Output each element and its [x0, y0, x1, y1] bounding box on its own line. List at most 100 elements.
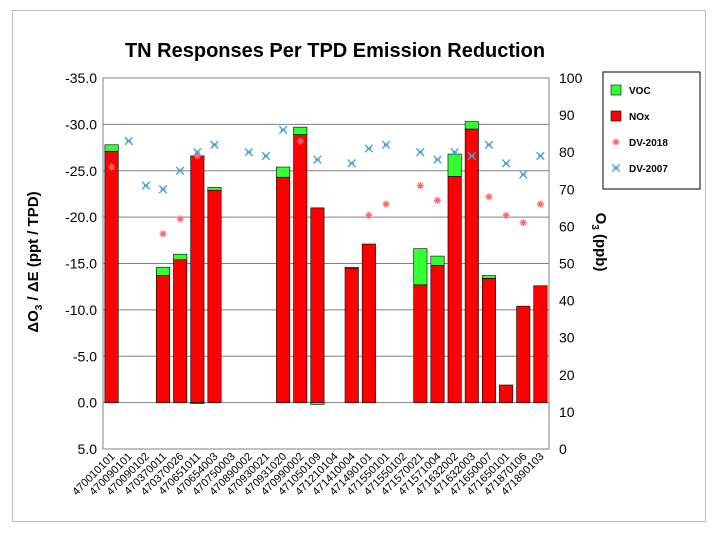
dv2018-marker [519, 219, 527, 227]
dv2007-marker [484, 140, 494, 150]
nox-bar [190, 155, 205, 403]
legend-label: VOC [629, 86, 651, 97]
left-tick-label: -10.0 [65, 302, 97, 318]
voc-bar [310, 402, 325, 405]
voc-bar [464, 121, 479, 130]
delta-symbol: Δ [25, 281, 42, 292]
dv2007-marker [158, 185, 168, 194]
left-tick-label: -35.0 [65, 70, 97, 86]
right-tick-label: 40 [559, 293, 575, 309]
legend-item-dv2007: DV-2007 [611, 163, 668, 175]
left-tick-label: -30.0 [65, 116, 97, 132]
dv2007-marker [141, 181, 151, 190]
nox-bar [481, 278, 496, 403]
voc-bar [447, 153, 462, 177]
voc-bar [207, 187, 222, 191]
legend-item-nox: NOx [610, 110, 650, 123]
dv2007-marker [347, 159, 357, 168]
dv2007-marker [244, 147, 254, 157]
nox-bar [344, 267, 359, 403]
voc-bar [104, 144, 119, 152]
dv2018-marker [434, 196, 441, 204]
nox-bar [310, 207, 325, 403]
y-axis-right-title: O3 (ppb) [589, 213, 609, 272]
right-tick-label: 70 [559, 181, 575, 197]
nox-bar [533, 285, 548, 403]
right-tick-label: 60 [559, 218, 575, 234]
right-tick-label: 100 [559, 70, 583, 86]
legend-item-dv2018: DV-2018 [612, 138, 668, 149]
dv2007-marker [261, 151, 271, 161]
y-axis-left-title: ΔO3 / ΔE (ppt / TPD) [25, 191, 45, 332]
nox-bar [447, 176, 462, 403]
nox-bar [156, 275, 171, 403]
dv2007-marker [175, 166, 185, 176]
chart-title: TN Responses Per TPD Emission Reduction [125, 40, 545, 62]
left-tick-label: -5.0 [73, 348, 97, 364]
dv2007-marker [536, 151, 545, 161]
nox-bar [361, 243, 376, 403]
dv2018-marker [485, 193, 493, 201]
dv2007-marker [450, 147, 459, 157]
right-axis-tick-labels: 0 10 20 30 40 50 60 70 80 90 100 [559, 70, 583, 457]
dv2007-marker [278, 125, 288, 135]
dv2018-marker [365, 211, 373, 219]
left-tick-label: -15.0 [65, 256, 97, 272]
nox-bar [207, 189, 222, 403]
legend-item-voc: VOC [610, 84, 651, 97]
dv2007-marker [433, 155, 442, 164]
dv2018-marker [536, 200, 544, 208]
dv2007-marker [364, 144, 374, 153]
nox-bar [293, 134, 308, 403]
nox-bar [413, 284, 428, 403]
left-tick-label: 0.0 [78, 395, 98, 411]
voc-bar [190, 402, 205, 404]
markers [108, 125, 545, 238]
legend-swatch [610, 110, 622, 122]
voc-bar [481, 275, 496, 279]
legend-label: DV-2007 [629, 164, 668, 175]
nox-bar [430, 265, 445, 403]
dv2018-marker [193, 152, 201, 160]
dv2007-marker [416, 147, 425, 157]
dv2007-marker [381, 140, 391, 150]
voc-bar [344, 266, 359, 269]
nox-bar [516, 305, 531, 403]
right-tick-label: 20 [559, 367, 575, 383]
dv2018-marker [159, 230, 167, 238]
legend-label: DV-2018 [629, 138, 668, 149]
right-tick-label: 80 [559, 144, 575, 160]
legend-box [602, 71, 701, 190]
left-tick-label: -25.0 [65, 163, 97, 179]
voc-bar [276, 166, 291, 178]
category-labels: 4700101014700901014700901024703700114703… [70, 451, 546, 498]
dv2018-marker [176, 215, 184, 223]
nox-bar [276, 176, 291, 403]
slide-border [12, 10, 706, 522]
voc-bar [156, 266, 171, 276]
bars [104, 121, 548, 405]
legend: VOC NOx DV-2018 DV-2007 [602, 71, 701, 190]
dv2007-marker [124, 136, 134, 146]
nox-bar [464, 128, 479, 403]
nox-bar [104, 150, 119, 403]
dv2018-marker [108, 163, 116, 171]
nox-bar [499, 384, 514, 403]
right-tick-label: 90 [559, 107, 575, 123]
left-axis-tick-labels: -35.0 -30.0 -25.0 -20.0 -15.0 -10.0 -5.0 0.0 5.0 [65, 70, 97, 457]
legend-marker [612, 138, 620, 146]
dv2007-marker [313, 155, 322, 164]
voc-bar [413, 248, 428, 286]
delta-symbol: Δ [25, 322, 42, 333]
right-tick-label: 30 [559, 330, 575, 346]
legend-marker [611, 163, 621, 173]
dv2018-marker [296, 137, 304, 145]
voc-bar [430, 255, 445, 266]
plot-area [102, 77, 550, 450]
dv2018-marker [416, 182, 424, 190]
nox-bar [173, 259, 188, 403]
dv2018-marker [502, 211, 510, 219]
legend-label: NOx [629, 112, 650, 123]
voc-bar [293, 126, 308, 135]
